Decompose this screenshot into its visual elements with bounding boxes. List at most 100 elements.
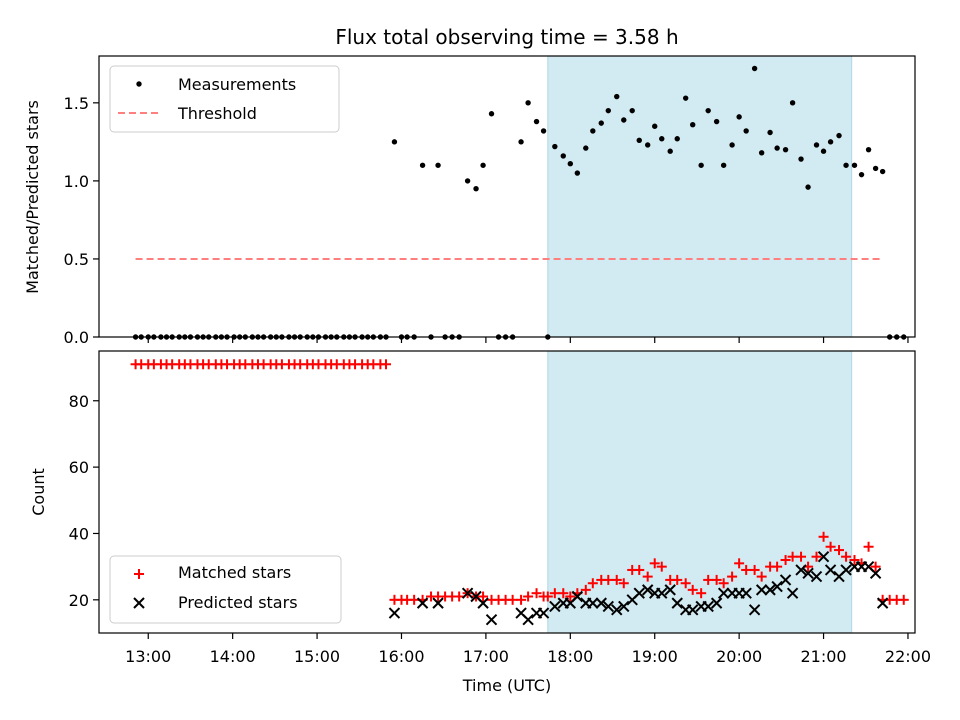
matched-point <box>516 594 527 605</box>
matched-point <box>680 578 691 589</box>
bottom-x-tick-label: 22:00 <box>885 647 931 666</box>
measurement-point <box>391 139 398 145</box>
measurement-point <box>598 120 604 126</box>
predicted-point <box>817 550 830 563</box>
measurement-point <box>567 161 574 167</box>
measurement-point <box>644 142 651 148</box>
measurement-point <box>705 107 711 114</box>
measurement-point <box>879 168 886 175</box>
top-shading-region <box>547 55 853 338</box>
measurement-point <box>674 136 680 142</box>
predicted-point <box>876 597 889 609</box>
measurement-point <box>813 142 820 148</box>
predicted-point <box>786 587 799 599</box>
measurement-point <box>435 162 441 168</box>
predicted-point <box>779 574 792 586</box>
legend-threshold-label: Threshold <box>177 104 257 123</box>
bottom-x-tick-label: 16:00 <box>378 647 424 666</box>
measurement-point <box>590 128 596 134</box>
bottom-x-tick-label: 13:00 <box>125 647 171 666</box>
bottom-x-tick-label: 20:00 <box>716 647 762 666</box>
top-x-ticks <box>147 337 909 343</box>
predicted-point <box>740 587 752 599</box>
predicted-point <box>795 564 807 576</box>
bottom-x-tick-label: 17:00 <box>463 647 509 666</box>
measurement-point <box>690 121 696 128</box>
measurement-point <box>525 100 531 106</box>
matched-point <box>580 584 591 595</box>
predicted-point <box>571 590 584 603</box>
predicted-point <box>802 567 814 579</box>
matched-point <box>841 551 852 562</box>
predicted-point <box>840 564 852 576</box>
matched-point <box>787 551 798 562</box>
measurement-point <box>698 162 704 168</box>
legend-predicted-marker <box>133 597 145 609</box>
matched-point <box>634 564 645 575</box>
measurement-point <box>488 111 495 117</box>
bottom-y-tick-label: 20 <box>69 591 89 610</box>
chart-title: Flux total observing time = 3.58 h <box>335 25 678 49</box>
predicted-point <box>388 607 401 619</box>
matched-point <box>849 555 860 566</box>
matched-point <box>672 574 683 585</box>
top-legend: Measurements Threshold <box>109 65 340 133</box>
measurement-point <box>614 93 620 100</box>
predicted-point <box>537 607 550 619</box>
matched-point <box>603 574 614 585</box>
bottom-x-tick-label: 18:00 <box>547 647 593 666</box>
measurement-point <box>758 150 765 156</box>
matched-point <box>749 564 760 575</box>
matched-point <box>549 588 560 599</box>
bottom-legend-box <box>109 555 342 624</box>
measurement-point <box>729 142 735 148</box>
measurement-point <box>736 114 742 120</box>
legend-measurements-label: Measurements <box>178 75 296 94</box>
measurement-point <box>743 128 749 134</box>
matched-point <box>727 571 738 582</box>
measurement-point <box>682 95 689 101</box>
matched-point <box>772 561 783 572</box>
predicted-point <box>810 570 823 583</box>
predicted-point <box>710 597 723 609</box>
measurement-point <box>774 145 780 151</box>
measurement-point <box>533 118 540 125</box>
predicted-point <box>595 597 607 609</box>
matched-point <box>818 531 829 542</box>
predicted-point <box>549 600 561 613</box>
top-y-tick-label: 1.5 <box>64 94 89 113</box>
bottom-legend: Matched stars Predicted stars <box>109 555 342 624</box>
matched-point <box>741 564 752 575</box>
predicted-point <box>485 614 498 626</box>
measurement-point <box>652 123 658 129</box>
top-plot-frame <box>98 55 916 338</box>
matched-point <box>834 545 845 556</box>
top-y-tick-label: 0.5 <box>64 250 89 269</box>
top-y-tick-label: 0.0 <box>64 328 89 347</box>
predicted-point <box>671 597 683 609</box>
bottom-y-tick-label: 80 <box>69 392 89 411</box>
predicted-point <box>641 584 654 596</box>
legend-matched-marker <box>134 569 144 579</box>
measurement-point <box>843 162 849 168</box>
matched-point <box>531 588 542 599</box>
bottom-y-axis: 20 40 60 80 <box>69 392 99 610</box>
measurement-point <box>872 165 879 172</box>
matched-point <box>696 588 707 599</box>
matched-point <box>811 551 822 562</box>
measurement-point <box>751 65 758 72</box>
legend-matched-label: Matched stars <box>178 563 291 582</box>
legend-matched-plus <box>134 569 144 579</box>
bottom-y-tick-label: 40 <box>69 524 89 543</box>
measurement-point <box>836 132 842 139</box>
matched-point <box>863 541 874 552</box>
measurement-point <box>767 129 773 136</box>
measurement-point <box>667 148 673 154</box>
measurement-point <box>798 156 804 162</box>
measurement-point <box>583 145 589 151</box>
predicted-point <box>618 600 630 613</box>
predicted-point <box>587 597 599 609</box>
top-legend-box <box>109 65 340 133</box>
predicted-point <box>764 584 776 596</box>
